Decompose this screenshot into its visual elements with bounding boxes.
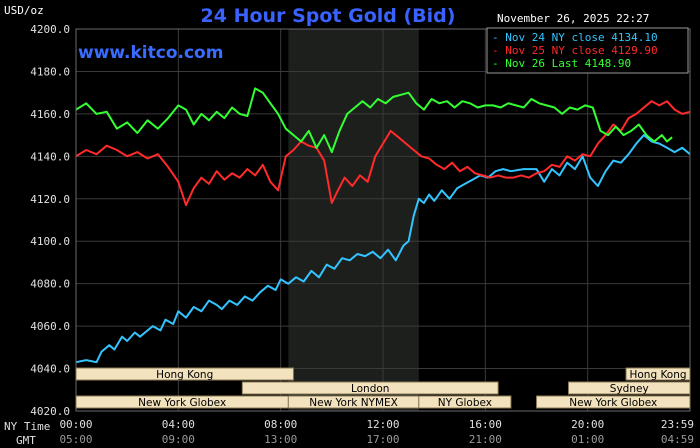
y-tick-label: 4040.0 bbox=[30, 363, 70, 376]
x-tick-label-gmt: 05:00 bbox=[59, 433, 92, 446]
y-tick-label: 4080.0 bbox=[30, 278, 70, 291]
session-label: New York NYMEX bbox=[309, 397, 398, 409]
x-tick-label-ny: 04:00 bbox=[162, 418, 195, 431]
y-tick-label: 4160.0 bbox=[30, 108, 70, 121]
x-tick-label-ny: 20:00 bbox=[571, 418, 604, 431]
session-label: New York Globex bbox=[569, 397, 657, 409]
x-tick-label-ny: 12:00 bbox=[366, 418, 399, 431]
ny-time-row-label: NY Time bbox=[4, 420, 50, 433]
session-label: New York Globex bbox=[138, 397, 226, 409]
legend-entry: - Nov 24 NY close 4134.10 bbox=[492, 31, 658, 44]
session-bar bbox=[241, 381, 499, 395]
x-tick-label-ny: 00:00 bbox=[59, 418, 92, 431]
legend-entry: - Nov 25 NY close 4129.90 bbox=[492, 44, 658, 57]
unit-label: USD/oz bbox=[4, 4, 44, 17]
session-bar bbox=[418, 395, 512, 409]
x-tick-label-gmt: 04:59 bbox=[661, 433, 694, 446]
session-bar bbox=[536, 395, 691, 409]
y-tick-label: 4020.0 bbox=[30, 405, 70, 418]
session-label: Hong Kong bbox=[629, 369, 686, 381]
x-tick-label-gmt: 09:00 bbox=[162, 433, 195, 446]
x-tick-label-ny: 16:00 bbox=[469, 418, 502, 431]
x-tick-label-gmt: 21:00 bbox=[469, 433, 502, 446]
y-tick-label: 4200.0 bbox=[30, 23, 70, 36]
session-label: Hong Kong bbox=[156, 369, 213, 381]
x-tick-label-gmt: 01:00 bbox=[571, 433, 604, 446]
x-tick-label-ny: 08:00 bbox=[264, 418, 297, 431]
legend: - Nov 24 NY close 4134.10- Nov 25 NY clo… bbox=[492, 31, 658, 70]
x-tick-label-ny: 23:59 bbox=[661, 418, 694, 431]
session-bar bbox=[625, 367, 691, 381]
nymex-session-highlight bbox=[288, 29, 419, 411]
gmt-row-label: GMT bbox=[16, 434, 36, 447]
legend-box bbox=[486, 27, 689, 74]
session-bar bbox=[567, 381, 691, 395]
market-sessions: Hong Kong Hong Kong London Sydney New York G… bbox=[75, 367, 691, 409]
y-tick-label: 4120.0 bbox=[30, 193, 70, 206]
price-series bbox=[75, 87, 691, 364]
y-tick-label: 4100.0 bbox=[30, 235, 70, 248]
session-bar bbox=[75, 367, 294, 381]
y-tick-label: 4180.0 bbox=[30, 65, 70, 78]
y-tick-label: 4060.0 bbox=[30, 320, 70, 333]
legend-entry: - Nov 26 Last 4148.90 bbox=[492, 57, 631, 70]
plot-frame bbox=[75, 28, 691, 412]
session-label: Sydney bbox=[610, 383, 649, 395]
y-axis-ticks: 4020.0 4040.0 4060.0 4080.0 4100.0 4120.0 4140… bbox=[30, 23, 70, 418]
series-line bbox=[75, 87, 673, 154]
session-label: NY Globex bbox=[438, 397, 492, 409]
session-label: London bbox=[351, 383, 390, 395]
datetime-label: November 26, 2025 22:27 bbox=[497, 12, 649, 25]
series-line bbox=[75, 134, 691, 364]
y-tick-label: 4140.0 bbox=[30, 150, 70, 163]
x-axis-ticks: 00:00 05:00 04:00 09:00 08:00 13:00 12:00 17:00… bbox=[59, 418, 694, 446]
kitco-watermark: www.kitco.com bbox=[78, 43, 223, 63]
series-line bbox=[75, 100, 691, 207]
x-tick-label-gmt: 17:00 bbox=[366, 433, 399, 446]
x-tick-label-gmt: 13:00 bbox=[264, 433, 297, 446]
chart-title: 24 Hour Spot Gold (Bid) bbox=[201, 5, 456, 27]
